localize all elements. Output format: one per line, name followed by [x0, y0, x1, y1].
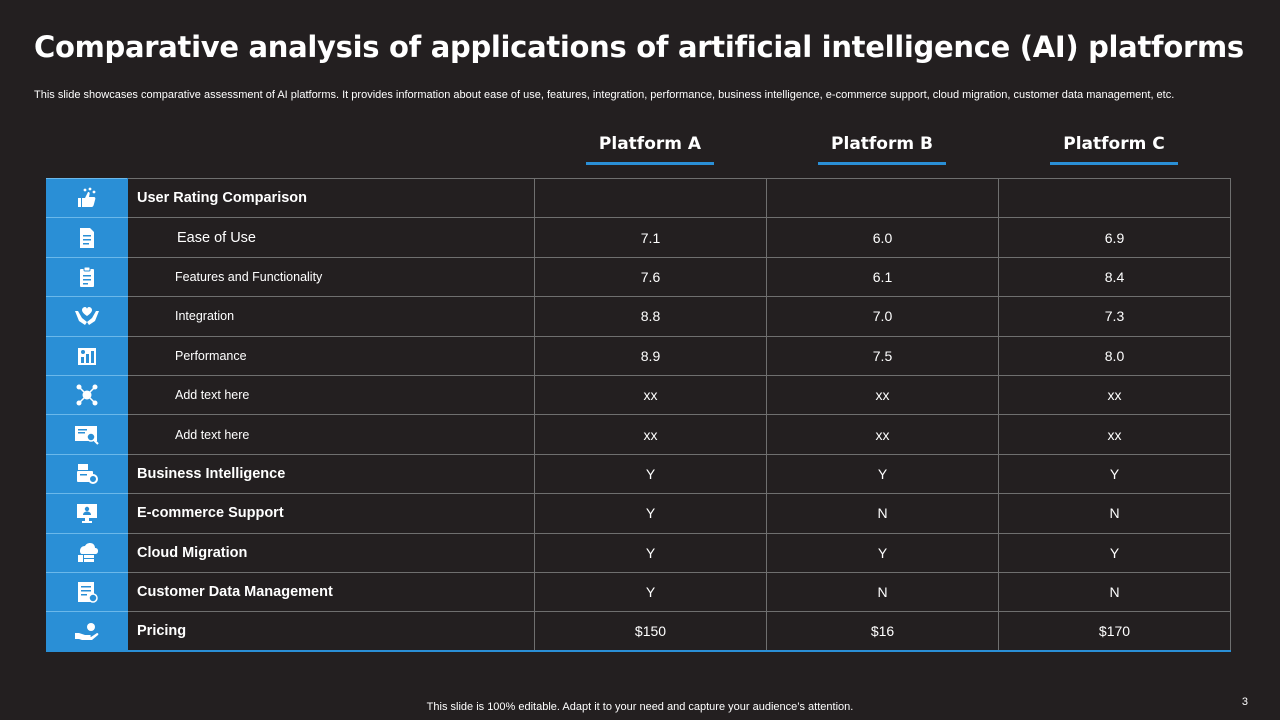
- table-row: Integration 8.8 7.0 7.3: [46, 296, 1231, 337]
- table-row: Add text here xx xx xx: [46, 374, 1231, 416]
- platform-b-value: Y: [766, 453, 999, 495]
- monitor-user-icon: [46, 493, 128, 534]
- platform-a-value: [534, 177, 767, 219]
- platform-a-value: $150: [534, 611, 767, 653]
- platform-a-value: 7.1: [534, 217, 767, 258]
- table-row: Pricing $150 $16 $170: [46, 611, 1231, 653]
- platform-b-value: 6.1: [766, 256, 999, 298]
- table-row: Performance 8.9 7.5 8.0: [46, 335, 1231, 376]
- platform-b-value: xx: [766, 374, 999, 416]
- clipboard-icon: [46, 256, 128, 298]
- platform-c-value: xx: [998, 414, 1231, 455]
- row-label: Business Intelligence: [127, 453, 535, 495]
- platform-c-value: [998, 177, 1231, 219]
- table-row: Add text here xx xx xx: [46, 414, 1231, 455]
- platform-b-value: 6.0: [766, 217, 999, 258]
- row-label: E-commerce Support: [127, 493, 535, 534]
- row-label: Add text here: [127, 374, 535, 416]
- table-row: Ease of Use 7.1 6.0 6.9: [46, 217, 1231, 258]
- page-subtitle: This slide showcases comparative assessm…: [34, 89, 1175, 101]
- row-label: Customer Data Management: [127, 571, 535, 613]
- platform-b-value: 7.5: [766, 335, 999, 376]
- platform-c-value: 8.0: [998, 335, 1231, 376]
- platform-a-value: 8.8: [534, 296, 767, 337]
- platform-a-header: Platform A: [586, 133, 714, 165]
- platform-a-value: Y: [534, 493, 767, 534]
- platform-b-value: Y: [766, 532, 999, 573]
- data-management-icon: [46, 571, 128, 613]
- row-label: Features and Functionality: [127, 256, 535, 298]
- platform-c-value: 8.4: [998, 256, 1231, 298]
- platform-c-value: 6.9: [998, 217, 1231, 258]
- business-intelligence-icon: [46, 453, 128, 495]
- platform-b-value: N: [766, 571, 999, 613]
- row-label: Performance: [127, 335, 535, 376]
- platform-b-value: $16: [766, 611, 999, 653]
- platform-c-value: N: [998, 493, 1231, 534]
- search-board-icon: [46, 414, 128, 455]
- platform-c-value: Y: [998, 532, 1231, 573]
- performance-report-icon: [46, 335, 128, 376]
- row-label: Integration: [127, 296, 535, 337]
- comparison-table: User Rating Comparison Ease of Use 7.1 6…: [46, 177, 1231, 653]
- page-number: 3: [1241, 696, 1248, 708]
- cloud-server-icon: [46, 532, 128, 573]
- table-row: Business Intelligence Y Y Y: [46, 453, 1231, 495]
- table-row: Cloud Migration Y Y Y: [46, 532, 1231, 573]
- platform-b-header: Platform B: [818, 133, 946, 165]
- footer-note: This slide is 100% editable. Adapt it to…: [426, 701, 854, 713]
- platform-b-value: N: [766, 493, 999, 534]
- row-label: Pricing: [127, 611, 535, 653]
- platform-a-value: Y: [534, 532, 767, 573]
- platform-b-value: 7.0: [766, 296, 999, 337]
- platform-c-value: N: [998, 571, 1231, 613]
- platform-c-value: xx: [998, 374, 1231, 416]
- platform-b-value: xx: [766, 414, 999, 455]
- hands-heart-icon: [46, 296, 128, 337]
- hand-coin-icon: [46, 611, 128, 653]
- platform-b-value: [766, 177, 999, 219]
- table-row: E-commerce Support Y N N: [46, 493, 1231, 534]
- table-row: User Rating Comparison: [46, 177, 1231, 219]
- table-row: Customer Data Management Y N N: [46, 571, 1231, 613]
- platform-a-value: Y: [534, 453, 767, 495]
- platform-c-value: Y: [998, 453, 1231, 495]
- platform-c-value: 7.3: [998, 296, 1231, 337]
- network-nodes-icon: [46, 374, 128, 416]
- platform-a-value: 7.6: [534, 256, 767, 298]
- platform-a-value: Y: [534, 571, 767, 613]
- row-label: Add text here: [127, 414, 535, 455]
- document-icon: [46, 217, 128, 258]
- platform-a-value: 8.9: [534, 335, 767, 376]
- page-title: Comparative analysis of applications of …: [34, 30, 1244, 64]
- platform-a-value: xx: [534, 414, 767, 455]
- thumbs-up-stars-icon: [46, 177, 128, 219]
- table-row: Features and Functionality 7.6 6.1 8.4: [46, 256, 1231, 298]
- row-label: Ease of Use: [127, 217, 535, 258]
- platform-c-header: Platform C: [1050, 133, 1178, 165]
- platform-c-value: $170: [998, 611, 1231, 653]
- platform-a-value: xx: [534, 374, 767, 416]
- row-label: User Rating Comparison: [127, 177, 535, 219]
- row-label: Cloud Migration: [127, 532, 535, 573]
